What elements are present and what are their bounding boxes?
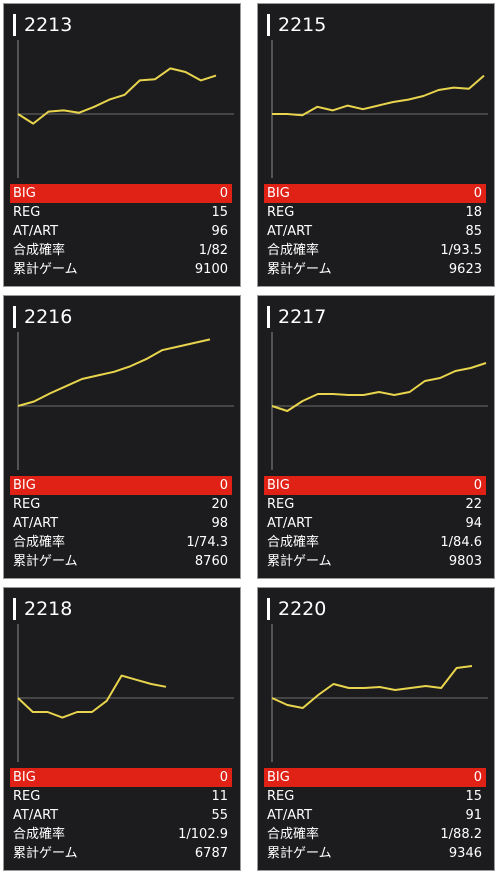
stats-table: BIG 0 REG 11 AT/ART 55 合成確率 1/102.9 累計ゲーム 678… [10,768,232,863]
stat-row-at: AT/ART 91 [267,808,482,823]
stats-table: BIG 0 REG 20 AT/ART 98 合成確率 1/74.3 累計ゲーム 8760 [10,476,232,571]
trend-line [17,338,211,407]
stat-row-games: 累計ゲーム 9346 [267,846,482,861]
trend-chart [271,624,488,762]
machine-number: 2217 [267,306,326,328]
stat-row-at: AT/ART 94 [267,516,482,531]
machine-number: 2213 [13,14,72,36]
trend-chart [271,332,488,470]
stat-row-games: 累計ゲーム 9803 [267,554,482,569]
stat-row-games: 累計ゲーム 9623 [267,262,482,277]
stats-table: BIG 0 REG 15 AT/ART 91 合成確率 1/88.2 累計ゲーム 9346 [264,768,486,863]
stat-row-reg: REG 11 [13,789,228,804]
trend-chart [17,40,234,178]
stat-row-big: BIG 0 [10,768,232,787]
machine-card-2215[interactable]: 2215 BIG 0 REG 18 AT/ART 85 合成確率 1/93.5 累計ゲー… [257,3,495,287]
trend-graph [266,332,488,470]
trend-line [17,67,217,125]
trend-chart [271,40,488,178]
stat-row-big: BIG 0 [264,184,486,203]
stat-row-rate: 合成確率 1/74.3 [13,535,228,550]
stat-row-at: AT/ART 98 [13,516,228,531]
stats-table: BIG 0 REG 18 AT/ART 85 合成確率 1/93.5 累計ゲーム 9623 [264,184,486,279]
stat-row-at: AT/ART 85 [267,224,482,239]
machine-card-2216[interactable]: 2216 BIG 0 REG 20 AT/ART 98 合成確率 1/74.3 累計ゲー… [3,295,241,579]
machine-number: 2216 [13,306,72,328]
stats-table: BIG 0 REG 15 AT/ART 96 合成確率 1/82 累計ゲーム 9100 [10,184,232,279]
stat-row-games: 累計ゲーム 8760 [13,554,228,569]
stat-row-rate: 合成確率 1/82 [13,243,228,258]
stat-row-reg: REG 20 [13,497,228,512]
stat-row-big: BIG 0 [264,768,486,787]
stat-row-rate: 合成確率 1/93.5 [267,243,482,258]
trend-chart [17,624,234,762]
trend-graph [266,624,488,762]
trend-graph [12,332,234,470]
stat-row-games: 累計ゲーム 6787 [13,846,228,861]
machine-card-2213[interactable]: 2213 BIG 0 REG 15 AT/ART 96 合成確率 1/82 累計ゲーム 9… [3,3,241,287]
trend-chart [17,332,234,470]
machine-card-2217[interactable]: 2217 BIG 0 REG 22 AT/ART 94 合成確率 1/84.6 累計ゲー… [257,295,495,579]
trend-graph [12,40,234,178]
stat-row-at: AT/ART 96 [13,224,228,239]
machine-number: 2215 [267,14,326,36]
machine-card-2218[interactable]: 2218 BIG 0 REG 11 AT/ART 55 合成確率 1/102.9 累計ゲ… [3,587,241,871]
stat-row-reg: REG 15 [267,789,482,804]
stat-row-big: BIG 0 [10,476,232,495]
stat-row-rate: 合成確率 1/102.9 [13,827,228,842]
stat-row-rate: 合成確率 1/88.2 [267,827,482,842]
stat-row-big: BIG 0 [10,184,232,203]
stat-row-big: BIG 0 [264,476,486,495]
stat-row-reg: REG 15 [13,205,228,220]
trend-line [17,674,167,719]
stats-table: BIG 0 REG 22 AT/ART 94 合成確率 1/84.6 累計ゲーム 9803 [264,476,486,571]
machine-card-2220[interactable]: 2220 BIG 0 REG 15 AT/ART 91 合成確率 1/88.2 累計ゲー… [257,587,495,871]
trend-line [272,74,485,117]
stat-row-games: 累計ゲーム 9100 [13,262,228,277]
stat-row-reg: REG 18 [267,205,482,220]
trend-graph [266,40,488,178]
trend-line [271,362,487,412]
stat-row-reg: REG 22 [267,497,482,512]
stat-row-rate: 合成確率 1/84.6 [267,535,482,550]
trend-line [271,665,473,709]
stat-row-at: AT/ART 55 [13,808,228,823]
machine-number: 2218 [13,598,72,620]
trend-graph [12,624,234,762]
machine-number: 2220 [267,598,326,620]
